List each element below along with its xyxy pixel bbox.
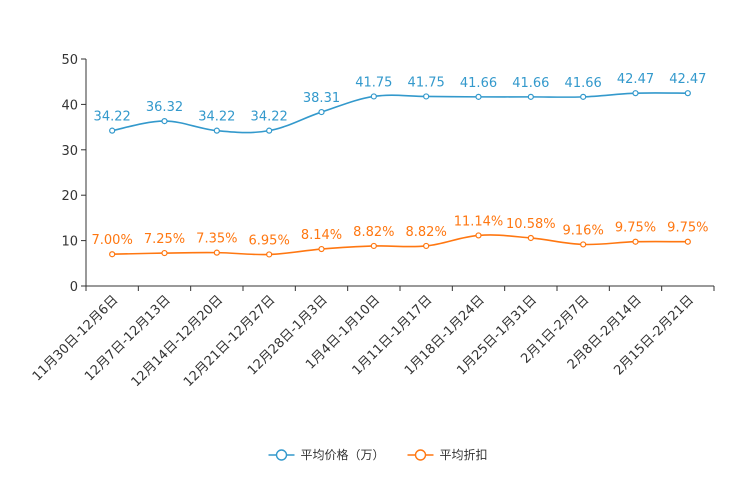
series-0-point[interactable]: [632, 90, 639, 97]
series-1-point[interactable]: [370, 242, 377, 250]
series-1-point[interactable]: [161, 249, 168, 257]
y-tick-label: 10: [61, 235, 78, 250]
series-1-point[interactable]: [632, 238, 639, 245]
series-0-point[interactable]: [423, 93, 430, 100]
series-1-data-label: 9.75%: [667, 221, 708, 236]
series-0-data-label: 34.22: [94, 110, 131, 125]
legend-label-0[interactable]: 平均价格（万）: [301, 447, 385, 462]
series-1-point[interactable]: [423, 242, 430, 250]
series-0-data-label: 41.66: [460, 76, 497, 91]
series-1-point[interactable]: [109, 251, 116, 258]
x-category-label: 11月30日-12月6日: [30, 293, 122, 385]
series-0-data-label: 41.75: [408, 75, 445, 90]
y-tick-label: 40: [61, 98, 78, 113]
series-1-data-label: 8.82%: [406, 225, 447, 240]
series-1-data-label: 8.82%: [353, 225, 394, 240]
series-1-point[interactable]: [527, 234, 534, 242]
series-1-data-label: 7.25%: [144, 232, 185, 247]
series-1-point[interactable]: [213, 249, 220, 256]
series-0-data-label: 41.66: [565, 76, 602, 91]
series-1-data-label: 9.16%: [563, 223, 604, 238]
series-1-data-label: 9.75%: [615, 221, 656, 236]
y-tick-label: 0: [70, 280, 78, 295]
series-0-point[interactable]: [580, 93, 587, 100]
series-0-data-label: 42.47: [617, 72, 654, 87]
series-0-point[interactable]: [475, 93, 482, 100]
series-0-data-label: 42.47: [669, 72, 706, 87]
series-1-point[interactable]: [475, 232, 482, 239]
series-0-point[interactable]: [213, 127, 220, 134]
series-0-point[interactable]: [266, 127, 273, 134]
series-1-point[interactable]: [684, 238, 691, 245]
series-1-point[interactable]: [580, 241, 587, 248]
series-0-point[interactable]: [161, 118, 168, 125]
series-line-1: [112, 234, 688, 256]
series-1-data-label: 7.35%: [196, 232, 237, 247]
x-category-label: 12月14日-12月20日: [129, 293, 226, 390]
series-1-data-label: 10.58%: [506, 217, 556, 232]
series-1-point[interactable]: [318, 245, 325, 253]
y-tick-label: 50: [61, 53, 78, 68]
series-1-point[interactable]: [266, 251, 273, 258]
series-1-data-label: 8.14%: [301, 228, 342, 243]
series-0-data-label: 41.66: [512, 76, 549, 91]
series-0-data-label: 34.22: [251, 110, 288, 125]
series-0-data-label: 36.32: [146, 100, 183, 115]
series-0-point[interactable]: [684, 90, 691, 97]
series-0-point[interactable]: [109, 127, 116, 134]
legend-marker-icon[interactable]: [414, 449, 427, 461]
series-0-data-label: 41.75: [355, 75, 392, 90]
y-tick-label: 20: [61, 189, 78, 204]
series-0-data-label: 34.22: [198, 110, 235, 125]
series-0-point[interactable]: [527, 93, 534, 100]
series-line-0: [112, 92, 688, 134]
legend-label-1[interactable]: 平均折扣: [440, 447, 488, 462]
x-category-label: 12月21日-12月27日: [181, 293, 278, 390]
y-tick-label: 30: [61, 144, 78, 159]
series-0-point[interactable]: [370, 93, 377, 100]
series-0-point[interactable]: [318, 108, 325, 116]
series-1-data-label: 7.00%: [92, 233, 133, 248]
series-1-data-label: 11.14%: [454, 214, 504, 229]
series-1-data-label: 6.95%: [249, 233, 290, 248]
legend-marker-icon[interactable]: [275, 449, 288, 461]
series-0-data-label: 38.31: [303, 91, 340, 106]
